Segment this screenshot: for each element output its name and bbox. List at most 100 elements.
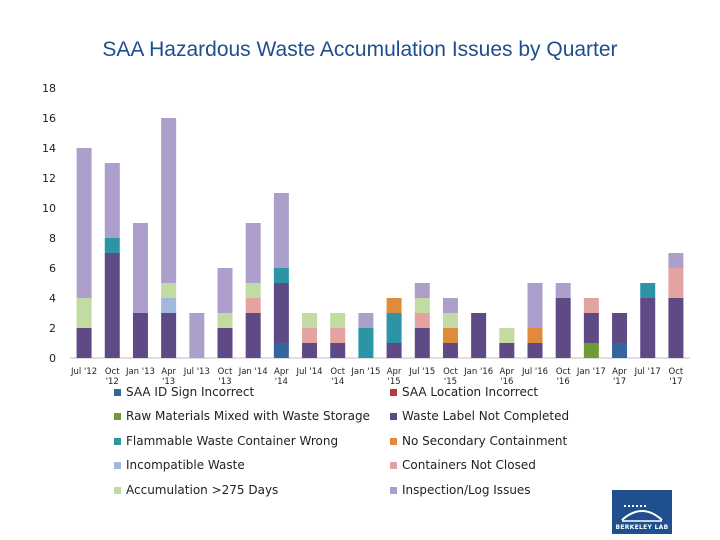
bar-segment [273, 283, 289, 343]
legend-item-waste-label-not-completed: Waste Label Not Completed [390, 409, 569, 423]
legend-item-raw-materials-mixed: Raw Materials Mixed with Waste Storage [114, 409, 370, 423]
y-tick-label: 16 [42, 112, 56, 125]
legend-item-no-secondary-containment: No Secondary Containment [390, 434, 567, 448]
bar-segment [583, 298, 599, 313]
legend-swatch [114, 486, 121, 494]
legend-swatch [114, 437, 121, 445]
bar-segment [302, 328, 318, 343]
bar-segment [668, 298, 684, 358]
chart-title: SAA Hazardous Waste Accumulation Issues … [102, 38, 618, 61]
legend-item-incompatible-waste: Incompatible Waste [114, 458, 245, 472]
legend-item-saa-location-incorrect: SAA Location Incorrect [390, 385, 538, 399]
legend-label: Containers Not Closed [402, 458, 536, 472]
legend-item-inspection-log-issues: Inspection/Log Issues [390, 483, 531, 497]
berkeley-lab-logo: BERKELEY LAB [612, 490, 672, 534]
x-tick-label: Jul '17 [634, 367, 661, 377]
bar-segment [555, 283, 571, 298]
bar-segment [414, 283, 430, 298]
bar-segment [76, 148, 92, 298]
bar-segment [414, 298, 430, 313]
x-tick-label: Jul '14 [295, 367, 322, 377]
bar-segment [273, 268, 289, 283]
legend-swatch [390, 388, 397, 396]
legend-swatch [390, 437, 397, 445]
bar-segment [386, 313, 402, 343]
bar-segment [104, 253, 120, 358]
x-tick-label: Oct '16 [556, 367, 571, 387]
bar-segment [386, 298, 402, 313]
x-tick-label: Jul '13 [183, 367, 210, 377]
bar-segment [640, 283, 656, 298]
bar-segment [245, 298, 261, 313]
legend-swatch [390, 486, 397, 494]
bar-segment [302, 343, 318, 358]
legend-label: Flammable Waste Container Wrong [126, 434, 339, 448]
bar-segment [668, 253, 684, 268]
x-tick-label: Jan '16 [463, 367, 493, 377]
x-tick-label: Jul '16 [521, 367, 548, 377]
bar-segment [217, 328, 233, 358]
bar-segment [217, 268, 233, 313]
legend-label: Incompatible Waste [126, 458, 245, 472]
y-tick-label: 4 [49, 292, 56, 305]
y-tick-label: 12 [42, 172, 56, 185]
bar-segment [612, 343, 628, 358]
legend-label: SAA Location Incorrect [402, 385, 539, 399]
bar-segment [76, 298, 92, 328]
bar-segment [640, 298, 656, 358]
bar-segment [245, 283, 261, 298]
bar-segment [386, 343, 402, 358]
bar-segment [583, 313, 599, 343]
legend-label: Accumulation >275 Days [126, 483, 279, 497]
y-tick-label: 6 [49, 262, 56, 275]
x-axis-labels: Jul '12 Oct '12 Jan '13 Apr '13 Jul '13 Oct '13 J… [70, 367, 684, 387]
bar-segment [104, 238, 120, 253]
x-tick-label: Oct '17 [669, 367, 684, 387]
legend-swatch [114, 388, 121, 396]
chart-bars [76, 118, 684, 358]
bar-segment [668, 268, 684, 298]
bar-segment [245, 313, 261, 358]
bar-segment [499, 328, 515, 343]
bar-segment [414, 313, 430, 328]
x-tick-label: Apr '13 [161, 367, 176, 387]
x-tick-label: Apr '16 [499, 367, 514, 387]
y-tick-label: 10 [42, 202, 56, 215]
bar-segment [330, 313, 346, 328]
legend-label: Waste Label Not Completed [402, 409, 570, 423]
legend-item-containers-not-closed: Containers Not Closed [390, 458, 536, 472]
x-tick-label: Apr '15 [387, 367, 402, 387]
bar-segment [330, 328, 346, 343]
bar-segment [189, 313, 205, 358]
bar-segment [414, 328, 430, 358]
bar-segment [442, 343, 458, 358]
bar-segment [273, 193, 289, 268]
x-tick-label: Apr '17 [612, 367, 627, 387]
x-tick-label: Apr '14 [274, 367, 289, 387]
bar-segment [76, 328, 92, 358]
x-tick-label: Jan '13 [125, 367, 155, 377]
legend-label: Inspection/Log Issues [402, 483, 531, 497]
logo-text: BERKELEY LAB [615, 524, 669, 531]
bar-segment [527, 328, 543, 343]
x-tick-label: Oct '15 [443, 367, 458, 387]
legend-swatch [114, 461, 121, 469]
bar-segment [442, 298, 458, 313]
x-tick-label: Oct '12 [105, 367, 120, 387]
legend-swatch [390, 412, 397, 420]
bar-segment [161, 283, 177, 298]
legend-item-accumulation-275-days: Accumulation >275 Days [114, 483, 278, 497]
bar-segment [612, 313, 628, 343]
bar-segment [583, 343, 599, 358]
bar-segment [104, 163, 120, 238]
bar-segment [161, 313, 177, 358]
legend-label: SAA ID Sign Incorrect [126, 385, 255, 399]
x-tick-label: Jul '12 [70, 367, 97, 377]
legend-swatch [390, 461, 397, 469]
bar-segment [358, 328, 374, 358]
legend-label: Raw Materials Mixed with Waste Storage [126, 409, 370, 423]
bar-segment [245, 223, 261, 283]
bar-segment [330, 343, 346, 358]
x-tick-label: Jan '14 [238, 367, 268, 377]
y-tick-label: 0 [49, 352, 56, 365]
